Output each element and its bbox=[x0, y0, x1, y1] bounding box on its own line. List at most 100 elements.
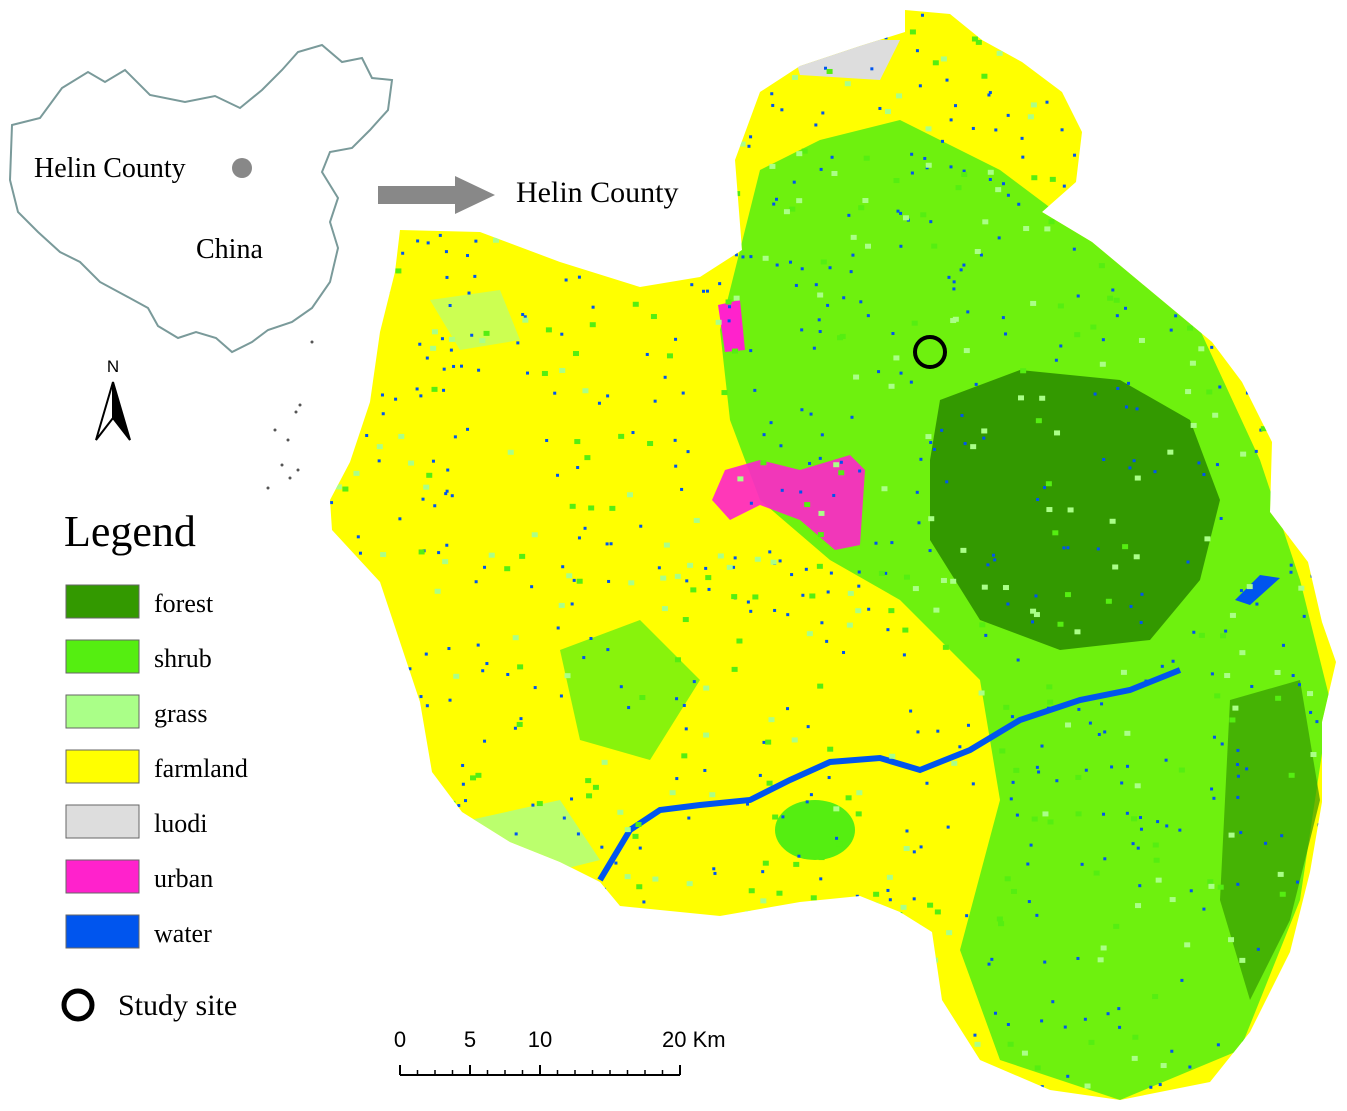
water-pixel bbox=[804, 567, 808, 571]
water-pixel bbox=[606, 648, 610, 652]
water-pixel bbox=[988, 177, 992, 181]
vegetation-pixel bbox=[725, 299, 732, 305]
vegetation-pixel bbox=[1293, 56, 1300, 62]
vegetation-pixel bbox=[1153, 857, 1160, 863]
water-pixel bbox=[959, 268, 963, 272]
vegetation-pixel bbox=[1187, 325, 1194, 331]
water-pixel bbox=[824, 66, 828, 70]
vegetation-pixel bbox=[1309, 204, 1316, 210]
water-pixel bbox=[912, 897, 916, 901]
water-pixel bbox=[675, 697, 679, 701]
vegetation-pixel bbox=[716, 194, 723, 200]
water-pixel bbox=[644, 33, 648, 37]
vegetation-pixel bbox=[1242, 1040, 1249, 1046]
water-pixel bbox=[330, 541, 334, 545]
water-pixel bbox=[992, 553, 996, 557]
water-pixel bbox=[546, 168, 550, 172]
water-pixel bbox=[1219, 516, 1223, 520]
water-pixel bbox=[638, 846, 642, 850]
vegetation-pixel bbox=[963, 348, 970, 354]
water-pixel bbox=[940, 1016, 944, 1020]
water-pixel bbox=[674, 464, 678, 468]
water-pixel bbox=[577, 536, 581, 540]
water-pixel bbox=[720, 44, 724, 48]
water-pixel bbox=[1043, 486, 1047, 490]
water-pixel bbox=[886, 628, 890, 632]
water-pixel bbox=[1309, 710, 1313, 714]
water-pixel bbox=[1236, 774, 1240, 778]
water-pixel bbox=[917, 521, 921, 525]
vegetation-pixel bbox=[574, 439, 581, 445]
water-pixel bbox=[1284, 967, 1288, 971]
vegetation-pixel bbox=[789, 206, 796, 212]
pointer-arrow bbox=[378, 176, 495, 214]
vegetation-pixel bbox=[1274, 1071, 1281, 1077]
vegetation-pixel bbox=[525, 900, 532, 906]
water-pixel bbox=[459, 364, 463, 368]
vegetation-pixel bbox=[1135, 903, 1142, 909]
vegetation-pixel bbox=[1283, 978, 1290, 984]
water-pixel bbox=[801, 593, 805, 597]
water-pixel bbox=[702, 289, 706, 293]
vegetation-pixel bbox=[1322, 360, 1329, 366]
vegetation-pixel bbox=[1002, 585, 1009, 591]
vegetation-pixel bbox=[1020, 368, 1027, 374]
water-pixel bbox=[1299, 941, 1303, 945]
water-pixel bbox=[431, 962, 435, 966]
water-pixel bbox=[1178, 828, 1182, 832]
vegetation-pixel bbox=[903, 574, 910, 580]
vegetation-pixel bbox=[415, 738, 422, 744]
vegetation-pixel bbox=[1126, 77, 1133, 83]
water-pixel bbox=[450, 494, 454, 498]
vegetation-pixel bbox=[732, 1073, 739, 1079]
water-pixel bbox=[1255, 602, 1259, 606]
water-pixel bbox=[1120, 781, 1124, 785]
water-pixel bbox=[899, 371, 903, 375]
water-pixel bbox=[761, 870, 765, 874]
vegetation-pixel bbox=[1004, 876, 1011, 882]
water-pixel bbox=[949, 118, 953, 122]
vegetation-pixel bbox=[762, 860, 769, 866]
water-pixel bbox=[1087, 82, 1091, 86]
water-pixel bbox=[1140, 592, 1144, 596]
water-pixel bbox=[1035, 765, 1039, 769]
water-pixel bbox=[827, 776, 831, 780]
water-pixel bbox=[826, 590, 830, 594]
water-pixel bbox=[1289, 570, 1293, 574]
water-pixel bbox=[771, 103, 775, 107]
vegetation-pixel bbox=[816, 563, 823, 569]
water-pixel bbox=[624, 1098, 628, 1100]
water-pixel bbox=[1236, 795, 1240, 799]
vegetation-pixel bbox=[1134, 475, 1141, 481]
vegetation-pixel bbox=[739, 141, 746, 147]
water-pixel bbox=[1302, 368, 1306, 372]
vegetation-pixel bbox=[394, 159, 401, 165]
water-pixel bbox=[746, 802, 750, 806]
vegetation-pixel bbox=[821, 973, 828, 979]
vegetation-pixel bbox=[1123, 183, 1130, 189]
vegetation-pixel bbox=[624, 874, 631, 880]
water-pixel bbox=[1309, 15, 1313, 19]
vegetation-pixel bbox=[430, 345, 437, 351]
water-pixel bbox=[954, 104, 958, 108]
vegetation-pixel bbox=[405, 910, 412, 916]
water-pixel bbox=[1287, 533, 1291, 537]
vegetation-pixel bbox=[1152, 994, 1159, 1000]
water-pixel bbox=[434, 27, 438, 31]
water-pixel bbox=[843, 996, 847, 1000]
water-pixel bbox=[829, 571, 833, 575]
vegetation-pixel bbox=[628, 121, 635, 127]
scale-label: 10 bbox=[528, 1027, 552, 1052]
water-pixel bbox=[500, 849, 504, 853]
water-pixel bbox=[1160, 204, 1164, 208]
water-pixel bbox=[1210, 672, 1214, 676]
water-pixel bbox=[353, 916, 357, 920]
water-pixel bbox=[769, 421, 773, 425]
water-pixel bbox=[523, 315, 527, 319]
water-pixel bbox=[946, 825, 950, 829]
shrub-area bbox=[560, 620, 700, 760]
vegetation-pixel bbox=[488, 552, 495, 558]
vegetation-pixel bbox=[855, 811, 862, 817]
water-pixel bbox=[607, 579, 611, 583]
vegetation-pixel bbox=[1232, 705, 1239, 711]
